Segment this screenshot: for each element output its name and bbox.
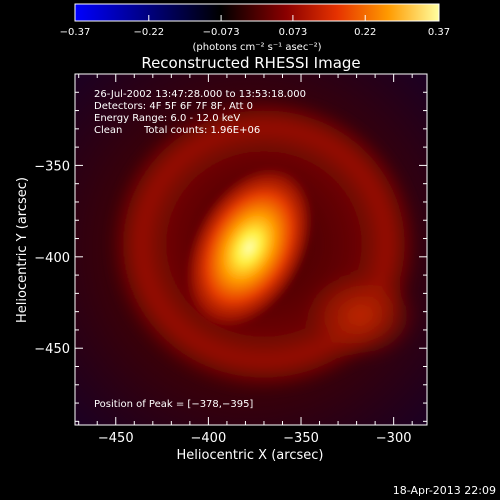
peak-source <box>183 165 315 331</box>
annotation-energy: Energy Range: 6.0 - 12.0 keV <box>94 113 240 124</box>
colorbar-tick-label: −0.22 <box>133 27 164 38</box>
annotation-time: 26-Jul-2002 13:47:28.000 to 13:53:18.000 <box>94 89 306 100</box>
y-axis-ticks: −350 −400 −450 <box>34 73 427 422</box>
colorbar-tick-label: −0.073 <box>203 27 240 38</box>
colorbar-tick-label: 0.073 <box>279 27 308 38</box>
x-tick-label: −400 <box>191 431 227 446</box>
x-axis-label: Heliocentric X (arcsec) <box>177 448 324 463</box>
x-tick-label: −450 <box>98 431 134 446</box>
colorbar-frame <box>74 3 440 22</box>
peak-position-label: Position of Peak = [−378,−395] <box>94 399 253 410</box>
colorbar-tick-label: 0.22 <box>354 27 376 38</box>
colorbar-ticks: −0.37 −0.22 −0.073 0.073 0.22 0.37 <box>60 15 450 38</box>
y-tick-label: −400 <box>34 251 70 266</box>
annotation-counts: Total counts: 1.96E+06 <box>143 125 260 136</box>
x-tick-label: −350 <box>283 431 319 446</box>
annotation-clean: Clean <box>94 125 122 136</box>
secondary-source <box>301 268 420 363</box>
colorbar <box>75 4 439 21</box>
footer-timestamp: 18-Apr-2013 22:09 <box>393 484 496 497</box>
colorbar-tick-label: −0.37 <box>60 27 91 38</box>
y-axis-label: Heliocentric Y (arcsec) <box>15 177 30 323</box>
x-tick-label: −300 <box>376 431 412 446</box>
colorbar-tick-label: 0.37 <box>428 27 450 38</box>
chart-title: Reconstructed RHESSI Image <box>141 54 360 72</box>
heatmap-image <box>75 74 427 425</box>
y-tick-label: −450 <box>34 342 70 357</box>
colorbar-unit-label: (photons cm⁻² s⁻¹ asec⁻²) <box>192 42 321 53</box>
x-axis-ticks: −450 −400 −350 −300 <box>78 74 413 446</box>
annotation-detectors: Detectors: 4F 5F 6F 7F 8F, Att 0 <box>94 101 253 112</box>
plot-frame <box>74 73 428 426</box>
y-tick-label: −350 <box>34 159 70 174</box>
